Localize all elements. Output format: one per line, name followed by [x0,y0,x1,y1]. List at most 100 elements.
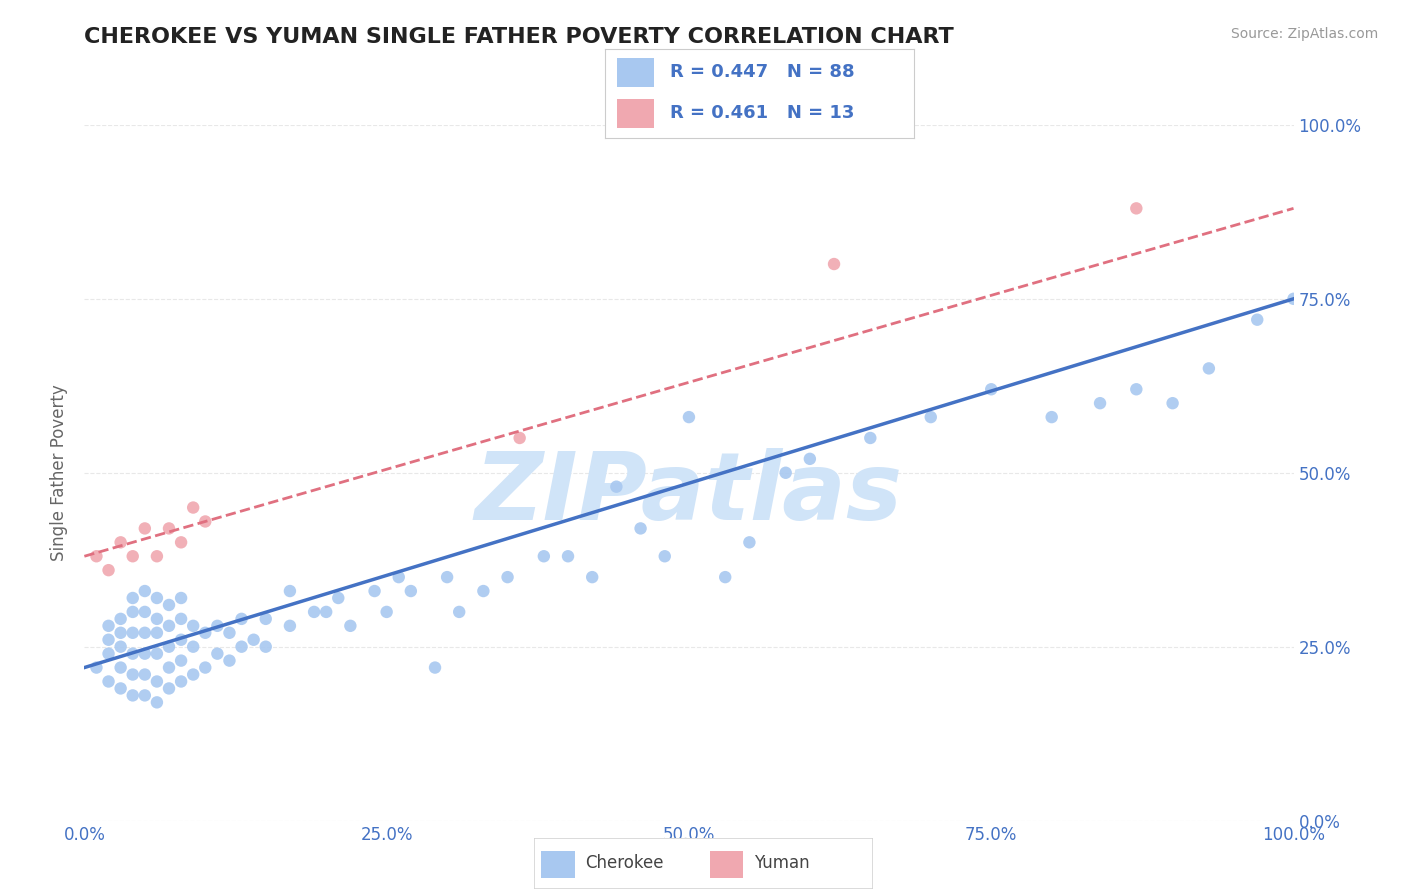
Point [375,605,398,619]
Point [170,654,193,668]
Point [678,410,700,425]
Point [557,549,579,564]
Point [823,257,845,271]
Point [97,674,120,689]
Point [242,632,264,647]
Point [738,535,761,549]
Bar [617,99,654,128]
Point [181,619,204,633]
Point [157,660,180,674]
Point [218,625,240,640]
Point [388,570,411,584]
Point [980,382,1002,396]
Point [714,570,737,584]
Point [605,480,627,494]
Point [110,660,132,674]
Point [146,647,169,661]
Point [86,549,108,564]
Point [654,549,676,564]
Point [121,689,143,703]
Point [799,451,821,466]
Point [121,625,143,640]
Point [110,612,132,626]
Point [436,570,458,584]
Point [581,570,603,584]
Text: CHEROKEE VS YUMAN SINGLE FATHER POVERTY CORRELATION CHART: CHEROKEE VS YUMAN SINGLE FATHER POVERTY … [84,27,955,46]
Point [194,660,217,674]
Point [1125,202,1147,216]
Point [1125,382,1147,396]
Bar [617,58,654,87]
Text: ZIPatlas: ZIPatlas [475,448,903,540]
Point [328,591,350,605]
Point [231,640,253,654]
Point [134,584,156,599]
Point [170,591,193,605]
Point [110,535,132,549]
Bar [710,851,744,878]
Point [146,674,169,689]
Point [449,605,471,619]
Y-axis label: Single Father Poverty: Single Father Poverty [51,384,69,561]
Point [146,695,169,709]
Point [97,632,120,647]
Point [157,681,180,696]
Point [146,549,169,564]
Text: Cherokee: Cherokee [585,854,664,872]
Point [339,619,361,633]
Point [157,521,180,535]
Point [121,647,143,661]
Bar [541,851,575,878]
Point [97,619,120,633]
Point [423,660,446,674]
Point [121,591,143,605]
Point [157,640,180,654]
Point [146,625,169,640]
Point [86,660,108,674]
Point [110,640,132,654]
Point [134,689,156,703]
Point [1198,361,1220,376]
Point [157,619,180,633]
Point [218,654,240,668]
Point [170,632,193,647]
Point [496,570,519,584]
Text: Yuman: Yuman [754,854,810,872]
Point [775,466,797,480]
Point [254,612,277,626]
Point [97,563,120,577]
Point [134,647,156,661]
Point [170,612,193,626]
Point [181,667,204,681]
Point [121,549,143,564]
Point [278,584,301,599]
Text: Source: ZipAtlas.com: Source: ZipAtlas.com [1230,27,1378,41]
Point [194,515,217,529]
Point [399,584,422,599]
Point [302,605,325,619]
Point [181,640,204,654]
Point [110,681,132,696]
Point [207,647,229,661]
Point [146,591,169,605]
Point [920,410,942,425]
Point [121,667,143,681]
Text: R = 0.461   N = 13: R = 0.461 N = 13 [669,104,853,122]
Point [315,605,337,619]
Point [1282,292,1305,306]
Point [170,535,193,549]
Point [181,500,204,515]
Point [1246,312,1268,326]
Point [1040,410,1063,425]
Point [134,667,156,681]
Point [630,521,652,535]
Point [134,605,156,619]
Point [472,584,495,599]
Point [121,605,143,619]
Point [134,625,156,640]
Point [146,612,169,626]
Point [1088,396,1111,410]
Point [170,674,193,689]
Point [278,619,301,633]
Point [1161,396,1184,410]
